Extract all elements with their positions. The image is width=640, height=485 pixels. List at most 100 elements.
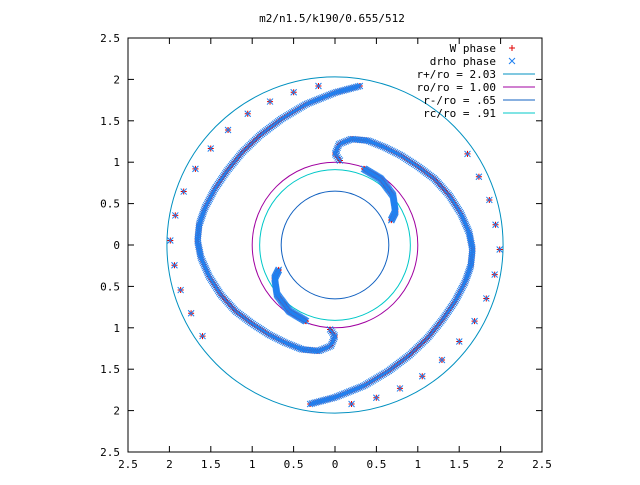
reference-circles — [166, 76, 504, 414]
data-point — [310, 97, 318, 105]
data-point — [297, 345, 305, 353]
data-point — [344, 137, 351, 145]
data-point — [268, 332, 276, 340]
data-point — [275, 266, 283, 274]
data-point — [344, 389, 351, 396]
data-point — [465, 269, 472, 276]
data-point — [359, 382, 367, 390]
data-point — [317, 94, 325, 102]
data-point — [471, 317, 478, 325]
data-point — [201, 262, 209, 270]
data-point — [330, 335, 338, 343]
data-point — [199, 257, 206, 265]
data-point — [463, 274, 470, 282]
data-point — [275, 335, 282, 343]
data-point — [210, 187, 218, 194]
data-point — [270, 333, 277, 341]
data-point — [290, 88, 298, 96]
data-point — [324, 92, 332, 99]
data-point — [308, 98, 316, 106]
data-point — [305, 99, 313, 107]
data-point — [349, 386, 357, 394]
data-point — [338, 139, 346, 147]
data-point — [455, 291, 462, 298]
data-point — [326, 91, 333, 99]
legend-label: ro/ro = 1.00 — [417, 81, 496, 94]
data-point — [288, 342, 296, 349]
data-point — [202, 264, 209, 272]
data-point — [342, 389, 350, 397]
data-point — [205, 271, 212, 279]
data-point — [387, 216, 395, 224]
data-point — [166, 237, 174, 244]
data-point — [466, 263, 474, 271]
data-point — [459, 282, 467, 290]
data-point — [452, 296, 460, 303]
data-point — [199, 210, 207, 218]
data-point — [196, 219, 204, 227]
data-point — [197, 215, 205, 223]
data-point — [388, 147, 395, 155]
data-point — [171, 212, 179, 219]
y-tick-label: 1 — [113, 156, 120, 169]
data-point — [464, 225, 471, 233]
data-point — [458, 213, 466, 221]
data-point — [315, 95, 323, 103]
circle-rc-ro-91 — [259, 169, 411, 321]
data-point — [340, 138, 348, 146]
data-point — [206, 195, 214, 203]
y-tick-label: 2 — [113, 73, 120, 86]
y-tick-label: 2.5 — [100, 446, 120, 459]
data-point — [197, 217, 204, 225]
data-point — [384, 145, 392, 153]
data-point — [198, 214, 205, 221]
data-point — [333, 146, 341, 153]
circle-r-ro-65 — [280, 190, 390, 300]
data-point — [199, 332, 206, 340]
data-point — [224, 126, 232, 134]
data-point — [369, 139, 377, 146]
data-point — [290, 342, 298, 350]
data-point — [204, 269, 212, 277]
data-point — [286, 341, 294, 349]
data-point — [195, 221, 203, 228]
x-tick-label: 0.5 — [284, 458, 304, 471]
data-point — [329, 90, 337, 97]
data-point — [457, 210, 465, 217]
data-point — [365, 137, 373, 145]
data-point — [171, 261, 178, 269]
data-point — [372, 394, 380, 402]
data-point — [491, 271, 499, 278]
circle-ro-ro-1-00 — [251, 161, 419, 329]
data-point — [354, 83, 362, 90]
data-point — [381, 144, 389, 151]
data-point — [438, 356, 446, 364]
x-ticks: 2.5 2 1.5 1 0.5 0 0.5 1 1.5 2 2.5 — [118, 38, 552, 471]
data-point — [266, 331, 274, 339]
data-point — [187, 309, 195, 317]
data-point — [320, 345, 328, 352]
data-point — [203, 268, 211, 275]
legend-label: drho phase — [430, 55, 496, 68]
data-point — [322, 344, 330, 352]
data-point — [394, 150, 402, 158]
data-point — [308, 400, 316, 407]
y-tick-label: 2 — [113, 405, 120, 418]
data-point — [207, 145, 215, 152]
data-point — [285, 340, 292, 348]
chart-title: m2/n1.5/k190/0.655/512 — [259, 12, 405, 25]
data-point — [198, 212, 206, 220]
data-point — [379, 143, 387, 151]
data-point — [312, 97, 319, 104]
data-point — [374, 141, 382, 148]
data-point — [340, 390, 348, 398]
data-point — [332, 149, 339, 157]
data-point — [351, 386, 358, 393]
data-point — [372, 140, 380, 148]
data-point — [273, 335, 281, 342]
data-point — [338, 391, 346, 398]
data-point — [466, 265, 473, 273]
data-point — [356, 82, 364, 90]
data-point — [462, 222, 470, 229]
